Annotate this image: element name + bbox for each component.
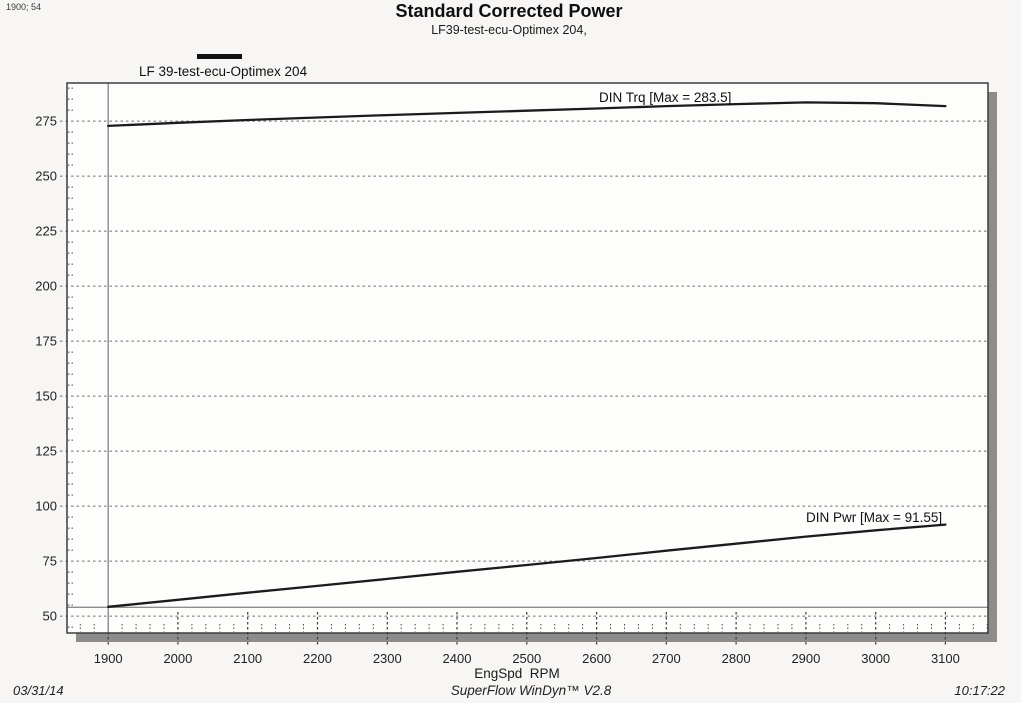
y-tick-label-200: 200 xyxy=(35,279,57,294)
x-tick-label-3000: 3000 xyxy=(861,651,890,666)
legend-line-swatch xyxy=(197,54,242,59)
plot-area xyxy=(67,83,988,633)
chart-subtitle: LF39-test-ecu-Optimex 204, xyxy=(431,23,587,37)
chart-title: Standard Corrected Power xyxy=(395,1,623,21)
curve-din-pwr xyxy=(107,523,947,608)
x-tick-label-2000: 2000 xyxy=(163,651,192,666)
cursor-readout: 1900; 54 xyxy=(6,2,42,12)
y-tick-label-75: 75 xyxy=(43,554,57,569)
x-tick-label-2300: 2300 xyxy=(373,651,402,666)
y-tick-label-50: 50 xyxy=(43,609,57,624)
software-name: SuperFlow WinDyn™ V2.8 xyxy=(450,683,612,698)
y-tick-label-125: 125 xyxy=(35,444,57,459)
x-tick-label-2400: 2400 xyxy=(443,651,472,666)
x-tick-label-2600: 2600 xyxy=(582,651,611,666)
x-tick-label-3100: 3100 xyxy=(931,651,960,666)
report-time: 10:17:22 xyxy=(954,683,1005,698)
x-tick-label-2100: 2100 xyxy=(233,651,262,666)
x-tick-label-2700: 2700 xyxy=(652,651,681,666)
legend-label: LF 39-test-ecu-Optimex 204 xyxy=(139,64,308,79)
y-tick-label-100: 100 xyxy=(35,499,57,514)
x-tick-label-2200: 2200 xyxy=(303,651,332,666)
x-axis-label: EngSpd RPM xyxy=(474,666,560,681)
y-tick-label-250: 250 xyxy=(35,169,57,184)
y-tick-label-150: 150 xyxy=(35,389,57,404)
x-tick-label-2500: 2500 xyxy=(512,651,541,666)
curve-din-trq xyxy=(107,101,947,128)
y-tick-label-275: 275 xyxy=(35,114,57,129)
report-date: 03/31/14 xyxy=(13,683,64,698)
x-tick-label-2900: 2900 xyxy=(791,651,820,666)
y-tick-label-175: 175 xyxy=(35,334,57,349)
max-annotation-pwr: DIN Pwr [Max = 91.55] xyxy=(806,510,942,525)
y-tick-label-225: 225 xyxy=(35,224,57,239)
max-annotation-trq: DIN Trq [Max = 283.5] xyxy=(599,90,731,105)
x-tick-label-1900: 1900 xyxy=(94,651,123,666)
x-tick-label-2800: 2800 xyxy=(722,651,751,666)
plot-border xyxy=(66,82,989,634)
